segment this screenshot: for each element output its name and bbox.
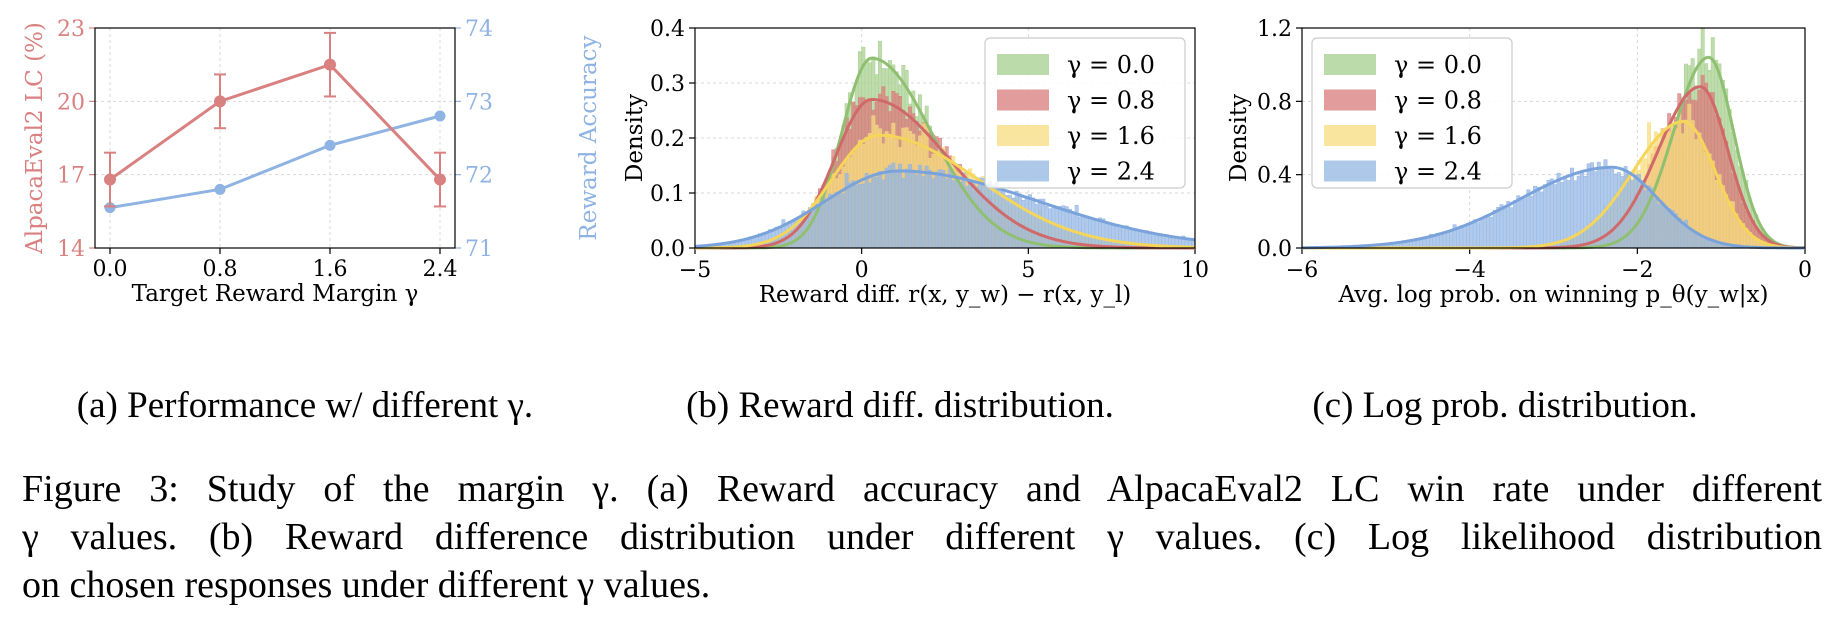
legend-swatch — [1324, 125, 1376, 146]
y-tick-label: 0.4 — [1257, 164, 1292, 189]
panel-c: −6 −4 −2 0 0.0 0.4 0.8 1.2 γ = 0.0 γ = 0.8 γ = 1.6… — [1226, 17, 1812, 308]
figure-canvas: 0.0 0.8 1.6 2.4 14 17 20 23 71 72 73 74 Target Rewar… — [22, 17, 1812, 308]
y-right-tick-label: 72 — [465, 164, 493, 189]
y-right-tick-label: 73 — [465, 90, 493, 115]
kde-curve — [694, 169, 1196, 248]
alpacaeval-point — [434, 173, 446, 186]
reward-accuracy-point — [434, 110, 446, 122]
alpacaeval-point — [324, 58, 336, 71]
x-tick-label: 2.4 — [423, 257, 458, 282]
x-tick-label: −5 — [679, 258, 711, 283]
y-tick-label: 0.0 — [1257, 237, 1292, 262]
caption-line-3: on chosen responses under different γ va… — [22, 564, 711, 606]
series-reward-accuracy-line — [109, 114, 441, 210]
legend-frame — [1311, 37, 1513, 189]
x-tick-label: −2 — [1621, 258, 1653, 283]
y-axis-label: Density — [1226, 94, 1252, 182]
x-tick-label: 10 — [1181, 258, 1209, 283]
y-left-tick-label: 17 — [57, 164, 85, 189]
kde-curve — [1302, 165, 1805, 250]
y-left-tick-label: 20 — [57, 90, 85, 115]
y-axis-label: Density — [622, 94, 648, 182]
subcaption-b: (b) Reward diff. distribution. — [686, 385, 1114, 426]
legend-swatch — [1324, 160, 1376, 182]
x-tick-label: −4 — [1453, 258, 1485, 283]
y-tick-label: 1.2 — [1257, 17, 1292, 42]
x-axis-label: Reward diff. r(x, y_w) − r(x, y_l) — [759, 282, 1132, 308]
legend-label: γ = 0.0 — [1394, 51, 1482, 79]
x-tick-label: 5 — [1021, 258, 1035, 283]
legend: γ = 0.0 γ = 0.8 γ = 1.6 γ = 2.4 — [1311, 37, 1513, 189]
y-tick-label: 0.4 — [650, 17, 685, 42]
legend-swatch — [997, 89, 1049, 111]
y-tick-label: 0.1 — [650, 182, 685, 207]
x-axis-label: Target Reward Margin γ — [132, 281, 419, 307]
y-right-axis-label: Reward Accuracy — [576, 35, 602, 240]
kde-curve — [695, 133, 1196, 250]
y-tick-label: 0.8 — [1257, 90, 1292, 115]
legend-swatch — [1324, 89, 1376, 111]
legend-frame — [984, 37, 1186, 189]
kde-curve — [695, 98, 1195, 250]
legend-swatch — [997, 125, 1049, 146]
x-tick-label: 0 — [855, 258, 869, 283]
legend-label: γ = 0.8 — [1394, 87, 1482, 115]
x-tick-label: −6 — [1286, 258, 1318, 283]
x-tick-label: 0.0 — [93, 257, 128, 282]
caption-line-2: γ values. (b) Reward difference distribu… — [22, 516, 1822, 558]
legend-label: γ = 0.0 — [1067, 51, 1155, 79]
plot-frame — [1301, 27, 1806, 249]
legend-label: γ = 2.4 — [1394, 158, 1482, 186]
caption-line-1: Figure 3: Study of the margin γ. (a) Rew… — [22, 468, 1822, 510]
legend-swatch — [997, 160, 1049, 182]
x-tick-label: 0.8 — [203, 257, 238, 282]
y-tick-label: 0.0 — [650, 237, 685, 262]
plot-frame — [694, 27, 1196, 249]
legend-swatch — [997, 54, 1049, 75]
legend-label: γ = 2.4 — [1067, 158, 1155, 186]
reward-accuracy-point — [214, 183, 226, 195]
y-right-tick-label: 74 — [465, 17, 493, 42]
figure-caption: Figure 3: Study of the margin γ. (a) Rew… — [22, 465, 1822, 609]
alpacaeval-point — [214, 95, 226, 108]
plot-frame — [94, 27, 456, 249]
legend-label: γ = 1.6 — [1067, 122, 1155, 150]
y-left-tick-label: 23 — [57, 17, 85, 42]
y-tick-label: 0.2 — [650, 127, 685, 152]
subcaption-c: (c) Log prob. distribution. — [1312, 385, 1698, 426]
legend: γ = 0.0 γ = 0.8 γ = 1.6 γ = 2.4 — [984, 37, 1186, 189]
y-right-tick-label: 71 — [465, 237, 493, 262]
x-axis-label: Avg. log prob. on winning p_θ(y_w|x) — [1338, 282, 1769, 308]
y-left-tick-label: 14 — [57, 237, 85, 262]
reward-accuracy-point — [324, 139, 336, 151]
figure: 0.0 0.8 1.6 2.4 14 17 20 23 71 72 73 74 Target Rewar… — [22, 17, 1812, 308]
legend-label: γ = 0.8 — [1067, 87, 1155, 115]
reward-accuracy-point — [104, 202, 116, 214]
x-tick-label: 0 — [1798, 258, 1812, 283]
y-left-axis-label: AlpacaEval2 LC (%) — [22, 22, 48, 255]
alpacaeval-point — [104, 173, 116, 186]
x-tick-label: 1.6 — [313, 257, 348, 282]
legend-label: γ = 1.6 — [1394, 122, 1482, 150]
y-tick-label: 0.3 — [650, 72, 685, 97]
legend-swatch — [1324, 54, 1376, 75]
series-alpacaeval-line — [109, 62, 442, 181]
subcaption-a: (a) Performance w/ different γ. — [76, 385, 534, 426]
panel-a: 0.0 0.8 1.6 2.4 14 17 20 23 71 72 73 74 Target Rewar… — [22, 17, 602, 307]
panel-b: −5 0 5 10 0.0 0.1 0.2 0.3 0.4 γ = 0.0 γ = 0.8 γ = 1… — [622, 17, 1209, 308]
